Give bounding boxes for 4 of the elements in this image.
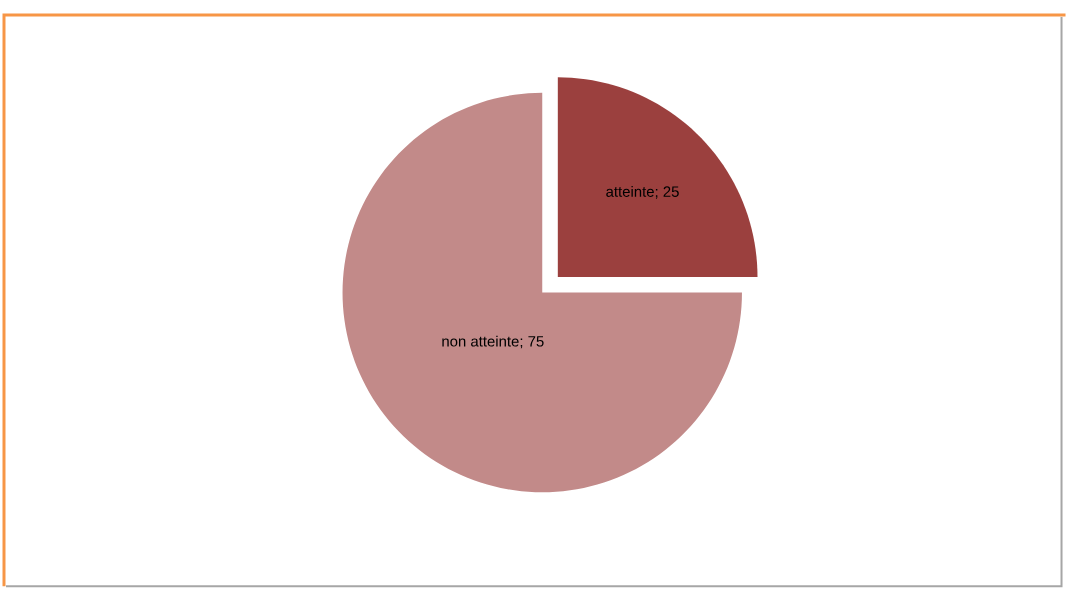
slice-label: atteinte (606, 185, 654, 197)
slice-label: non atteinte (442, 335, 519, 347)
data-label: ; 75 (520, 336, 544, 349)
data-label: ; 25 (655, 186, 679, 199)
